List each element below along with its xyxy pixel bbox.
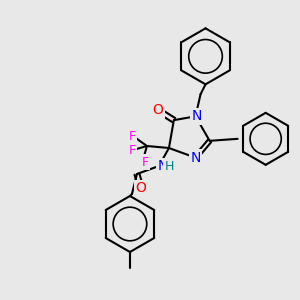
Text: F: F [128, 130, 136, 142]
Text: N: N [191, 109, 202, 123]
Text: O: O [152, 103, 163, 117]
Text: O: O [136, 181, 146, 195]
Text: H: H [164, 160, 174, 173]
Text: F: F [128, 143, 136, 157]
Text: F: F [141, 155, 148, 169]
Text: N: N [190, 151, 201, 165]
Text: N: N [158, 159, 168, 173]
